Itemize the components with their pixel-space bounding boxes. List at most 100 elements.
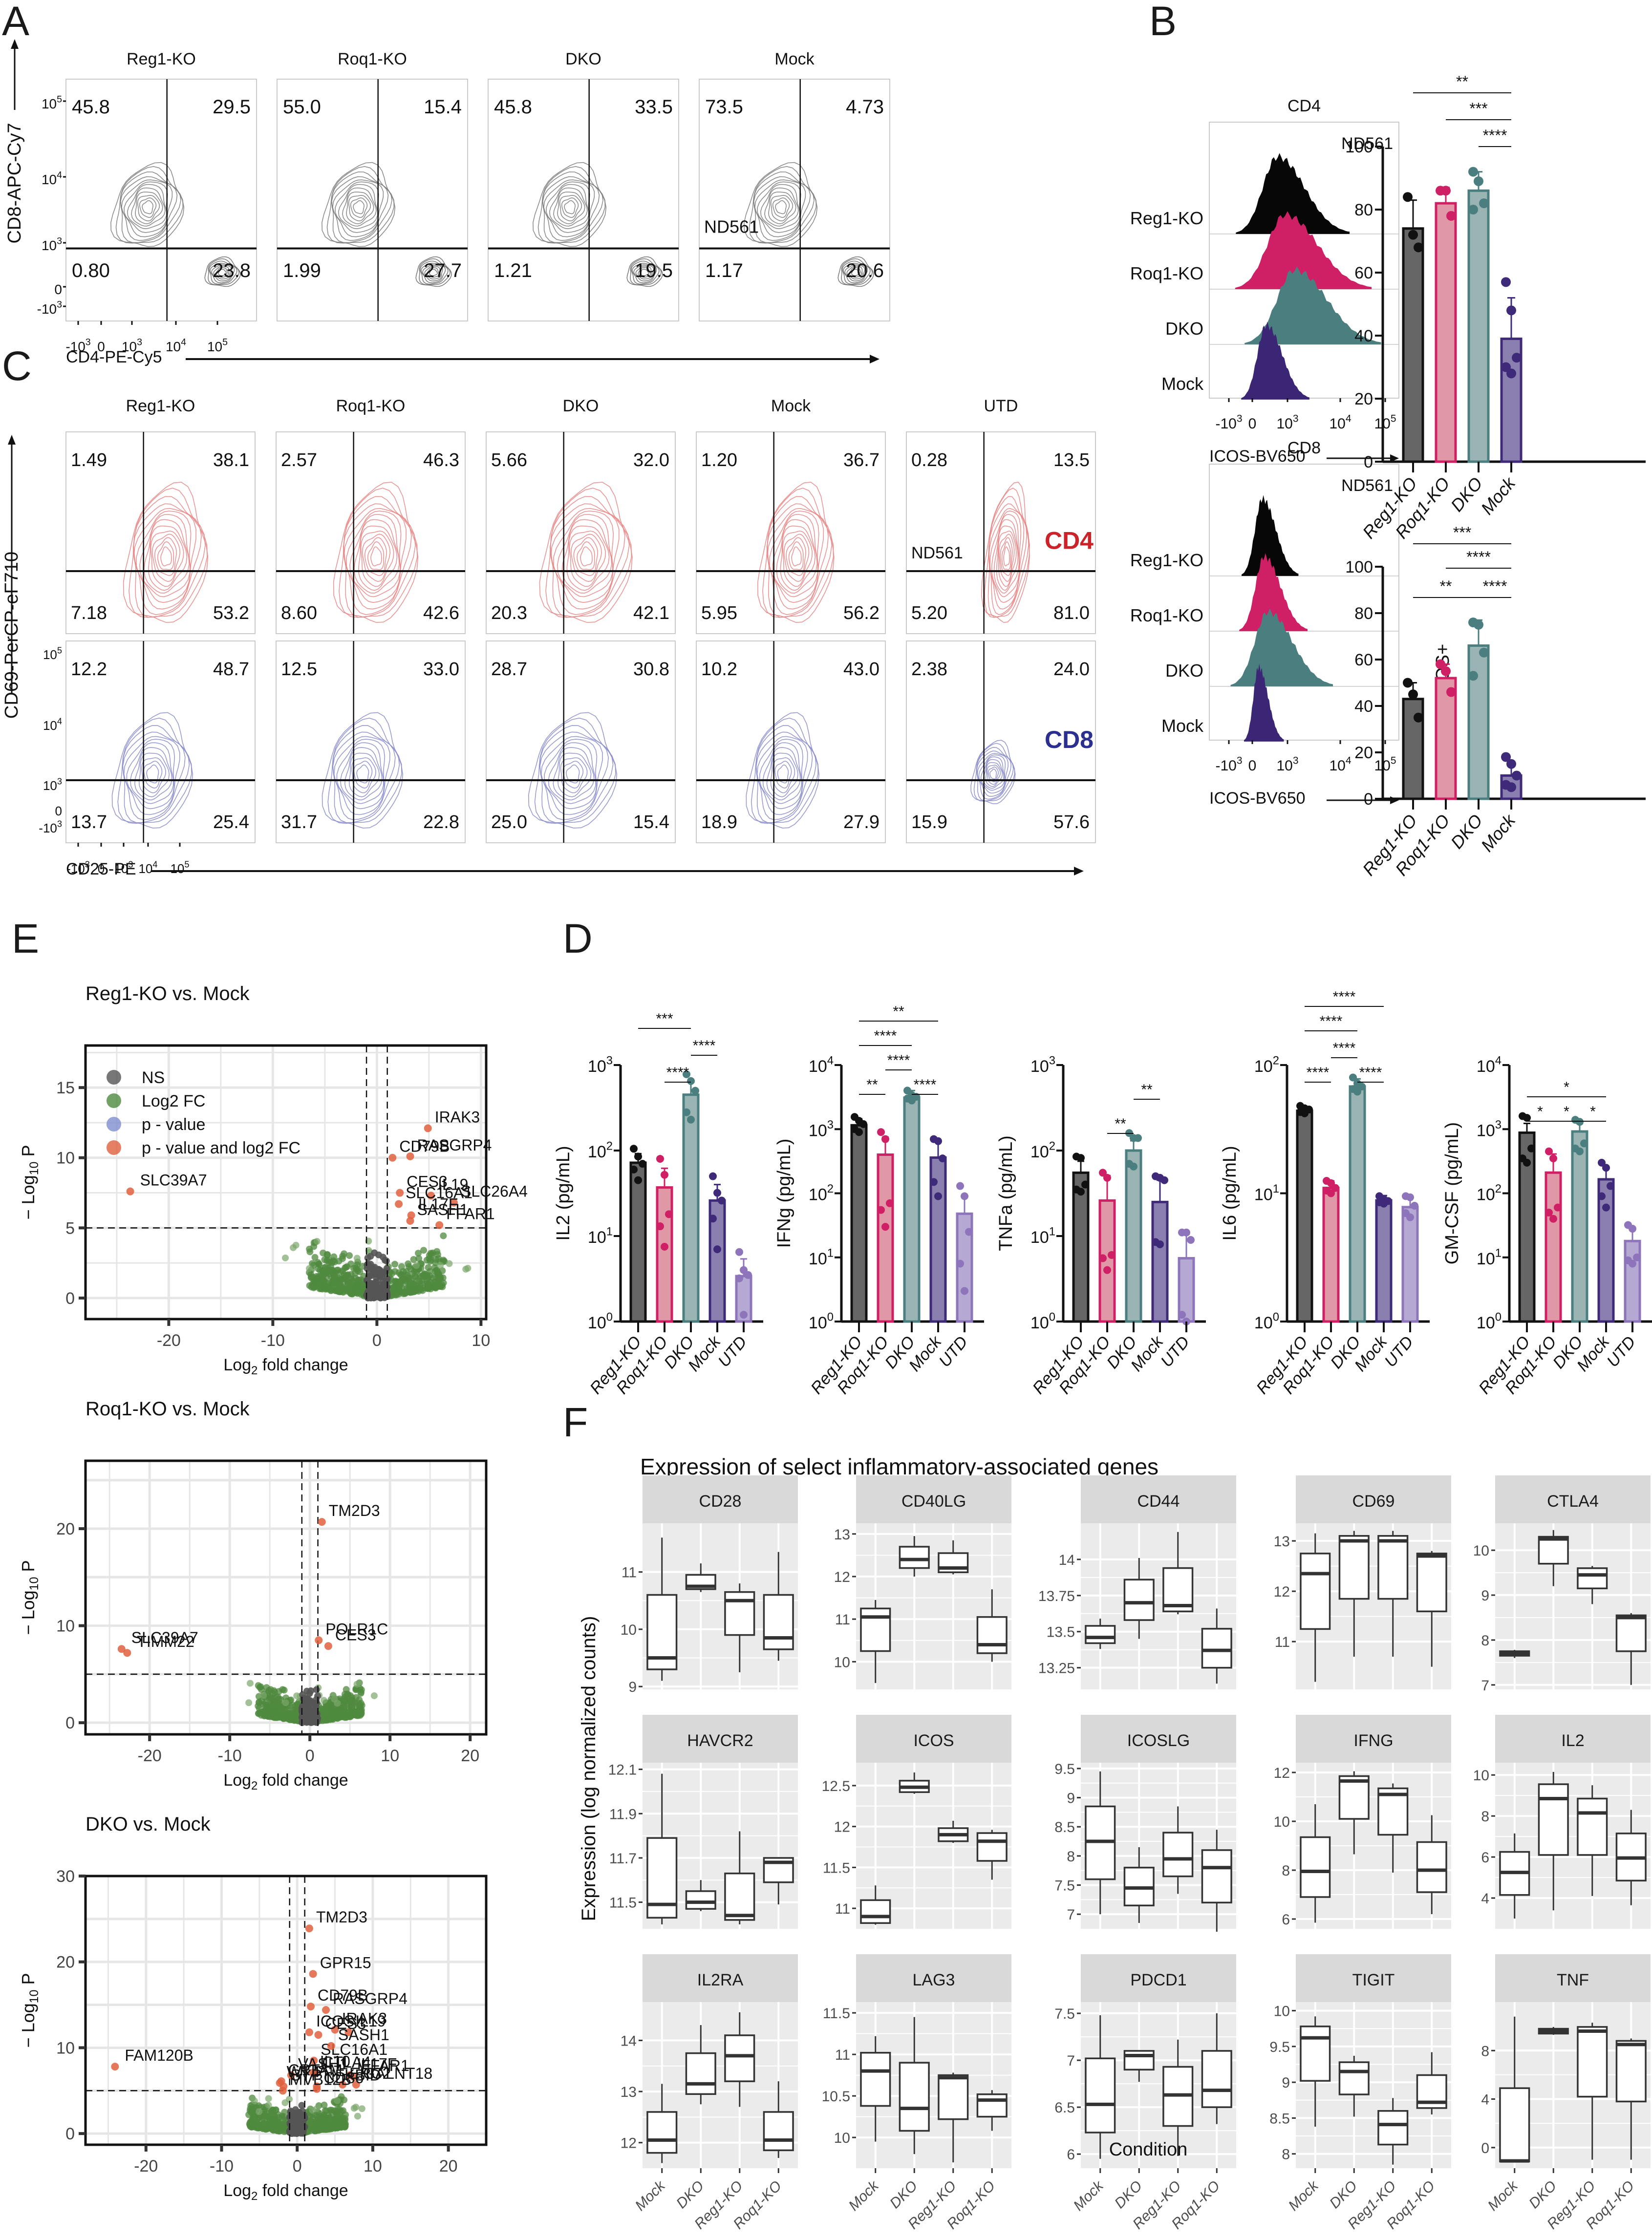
- volcano-point-significant: [287, 2071, 295, 2079]
- contour-line: [989, 511, 1022, 603]
- data-point: [881, 1135, 889, 1143]
- quadrant-ul-value: 28.7: [491, 659, 527, 680]
- panel-letter-e: E: [12, 916, 39, 961]
- volcano-point-log2fc: [391, 1260, 399, 1268]
- box: [685, 2052, 716, 2095]
- quadrant-ll-value: 1.21: [494, 260, 532, 281]
- y-tick-label: 11.5: [823, 2005, 850, 2022]
- arrowhead-icon: [1390, 796, 1399, 804]
- histogram-area: [1235, 211, 1372, 289]
- box: [1162, 1832, 1194, 1877]
- contour-line: [769, 511, 819, 603]
- x-tick-label: 104: [1329, 755, 1351, 774]
- data-point: [1103, 1266, 1111, 1274]
- data-point: [1414, 242, 1423, 253]
- volcano-point-significant: [307, 2003, 315, 2011]
- data-point: [1549, 1215, 1557, 1223]
- volcano-point-significant: [339, 2080, 347, 2089]
- contour-line: [364, 537, 387, 576]
- contour-line: [427, 267, 440, 278]
- box: [1300, 2026, 1331, 2082]
- contour-line: [208, 258, 240, 285]
- volcano-point-log2fc: [403, 1268, 410, 1275]
- volcano-point-log2fc: [341, 1250, 348, 1258]
- volcano-point-log2fc: [265, 2095, 272, 2102]
- significance-label: *: [1564, 1079, 1569, 1095]
- contour-line: [744, 162, 818, 247]
- volcano-point-log2fc: [246, 1680, 254, 1687]
- y-tick-label: 9: [628, 1679, 637, 1695]
- contour-line: [157, 541, 174, 570]
- data-point: [1414, 712, 1423, 723]
- significance-label: **: [866, 1077, 878, 1093]
- box: [646, 2111, 678, 2154]
- y-tick-label: 105: [42, 94, 62, 111]
- gene-label: IL17F: [418, 1195, 458, 1213]
- y-tick-label: 11.7: [609, 1851, 637, 1867]
- x-tick-label: DKO: [1327, 2178, 1360, 2212]
- plot-title: Reg1-KO: [127, 50, 196, 68]
- data-point: [1468, 671, 1478, 681]
- quadrant-ur-value: 32.0: [633, 450, 669, 470]
- legend-swatch: [107, 1140, 121, 1155]
- box: [976, 1616, 1008, 1654]
- histogram-row-label: Mock: [1161, 374, 1204, 394]
- quadrant-lr-value: 42.6: [423, 603, 459, 623]
- y-tick-label: 10: [1274, 2004, 1290, 2020]
- y-tick-label: 0: [54, 282, 62, 297]
- contour-line: [776, 519, 818, 594]
- legend-swatch: [107, 1117, 121, 1131]
- volcano-point-log2fc: [348, 1708, 355, 1715]
- x-tick-label: 0: [372, 1331, 382, 1350]
- volcano-point-log2fc: [269, 1694, 276, 1702]
- contour-line: [370, 546, 382, 567]
- facet-label: IFNG: [1353, 1731, 1393, 1750]
- volcano-point-log2fc: [265, 1687, 273, 1694]
- quadrant-ul-value: 45.8: [494, 96, 532, 118]
- data-point: [1474, 176, 1483, 186]
- y-tick-label: 7: [1481, 1678, 1489, 1694]
- volcano-point-log2fc: [320, 1697, 327, 1704]
- y-tick-label: 14: [621, 2033, 637, 2049]
- x-tick-label: 10: [472, 1331, 490, 1350]
- data-point: [1380, 1199, 1388, 1208]
- chart-title: Expression of select inflammatory-associ…: [640, 1454, 1159, 1479]
- data-point: [859, 1120, 867, 1128]
- x-tick-label: 105: [207, 337, 228, 354]
- volcano-point-significant: [117, 1645, 126, 1653]
- contour-line: [988, 508, 1025, 610]
- contour-line: [332, 179, 384, 237]
- significance-label: ****: [874, 1028, 897, 1044]
- data-point: [1108, 1251, 1116, 1259]
- data-point: [930, 1178, 938, 1186]
- data-point: [1182, 1228, 1190, 1237]
- box: [976, 1832, 1008, 1862]
- volcano-point-significant: [126, 1187, 134, 1195]
- data-point: [1602, 1203, 1610, 1212]
- quadrant-ur-value: 29.5: [213, 96, 251, 118]
- x-tick-label: 0: [97, 339, 105, 354]
- contour-line: [561, 519, 612, 594]
- y-axis-label: TNFa (pg/mL): [996, 1135, 1016, 1251]
- y-tick-label: 11: [1275, 1634, 1290, 1650]
- y-tick-label: 8: [1481, 2043, 1489, 2059]
- legend-swatch: [107, 1093, 121, 1108]
- bar: [1125, 1149, 1142, 1323]
- donor-label: ND561: [1341, 134, 1393, 153]
- volcano-point-log2fc: [308, 1274, 315, 1281]
- volcano-point-log2fc: [258, 1686, 265, 1693]
- contour-line: [757, 482, 835, 623]
- data-point: [1501, 277, 1511, 287]
- gene-label: SYP: [290, 2067, 322, 2084]
- volcano-point-significant: [435, 1221, 444, 1229]
- x-tick-label: 0: [1248, 758, 1257, 774]
- plot-frame: [84, 1044, 488, 1321]
- data-point: [1506, 759, 1516, 769]
- volcano-point-ns: [289, 2125, 297, 2132]
- volcano-title: Roq1-KO vs. Mock: [86, 1398, 250, 1420]
- quadrant-ul-value: 55.0: [283, 96, 321, 118]
- facet-label: IL2: [1561, 1731, 1584, 1750]
- y-tick-label: 104: [1477, 1054, 1502, 1076]
- quadrant-ur-value: 43.0: [843, 659, 880, 680]
- contour-line: [336, 739, 386, 810]
